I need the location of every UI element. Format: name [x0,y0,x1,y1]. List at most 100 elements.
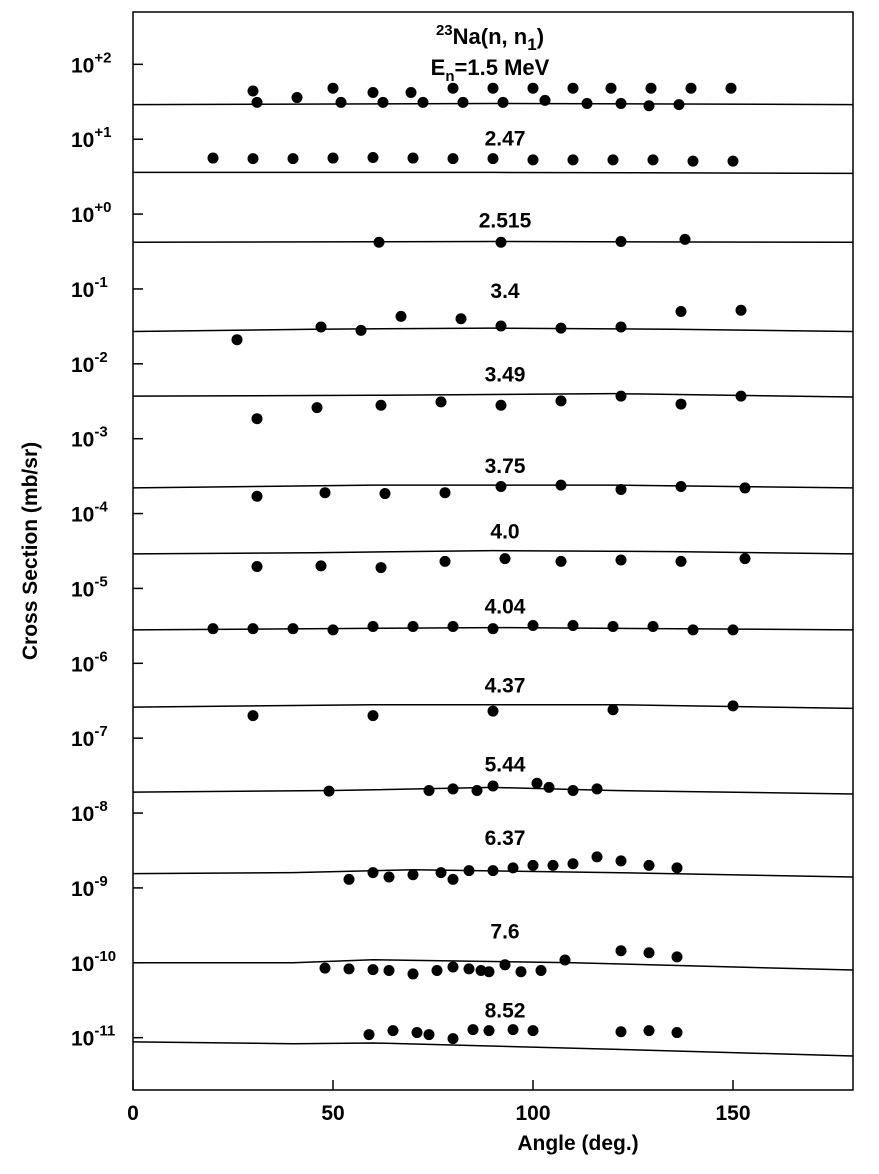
data-point [435,867,447,879]
data-point [527,859,539,871]
data-point [615,554,627,566]
data-point [615,236,627,248]
data-point [483,1025,495,1037]
data-point [495,399,507,411]
data-point [727,155,739,167]
data-point [547,859,559,871]
data-point [495,236,507,248]
data-point [327,152,339,164]
data-point [471,785,483,797]
data-point [615,855,627,867]
fit-curve [132,102,854,106]
y-tick-label: 10-10 [71,948,116,976]
data-point [207,152,219,164]
data-point [555,479,567,491]
data-point [499,959,511,971]
data-point [535,964,547,976]
text-part: 1 [527,35,536,54]
data-point [367,87,379,99]
data-point [605,82,617,94]
data-point [487,705,499,717]
data-point [311,402,323,414]
data-point [735,390,747,402]
data-point [363,1029,375,1041]
data-point [395,310,407,322]
data-point [675,398,687,410]
data-point [567,785,579,797]
text-part: ) [537,24,544,49]
fit-curve [132,1041,854,1057]
data-point [407,621,419,633]
data-point [367,964,379,976]
data-point [447,783,459,795]
data-point [567,82,579,94]
data-point [581,97,593,109]
data-point [383,871,395,883]
data-point [515,966,527,978]
data-point [291,92,303,104]
data-point [287,623,299,635]
data-point [247,85,259,97]
x-tick-label: 150 [715,1102,750,1125]
y-tick-label: 10+2 [71,49,111,77]
data-point [323,785,335,797]
data-point [251,96,263,108]
data-point [559,954,571,966]
data-point [507,862,519,874]
data-point [417,96,429,108]
data-point [319,487,331,499]
data-point [643,859,655,871]
series-label: 4.37 [485,675,526,698]
data-point [615,97,627,109]
data-point [607,621,619,633]
data-point [447,873,459,885]
data-point [495,480,507,492]
fit-curve [132,549,854,555]
data-point [457,96,469,108]
data-point [407,968,419,980]
data-point [327,624,339,636]
data-point [555,322,567,334]
data-point [555,395,567,407]
data-point [727,624,739,636]
series-label: 4.0 [490,521,519,544]
text-part: Na(n, n [453,24,528,49]
data-point [405,87,417,99]
data-point [375,399,387,411]
data-point [431,964,443,976]
text-part: 23 [436,22,453,39]
data-point [643,947,655,959]
data-point [543,781,555,793]
data-point [287,153,299,165]
data-point [483,966,495,978]
data-point [591,783,603,795]
data-point [739,553,751,565]
data-point [607,154,619,166]
series-label: 3.49 [485,364,526,387]
data-point [379,488,391,500]
data-point [739,482,751,494]
x-axis-label: Angle (deg.) [517,1132,638,1155]
data-point [367,710,379,722]
y-tick-label: 10-5 [71,573,108,601]
data-point [447,621,459,633]
series-label: 8.52 [485,1000,526,1023]
series-label: 2.515 [479,209,532,232]
data-point [735,304,747,316]
data-point [247,153,259,165]
data-point [463,865,475,877]
data-point [675,480,687,492]
data-point [407,152,419,164]
series-label: 4.04 [485,595,526,618]
data-point [527,1025,539,1037]
data-point [487,623,499,635]
text-part: E [431,55,446,80]
subtitle-parts: En=1.5 MeV [431,55,550,85]
data-point [643,100,655,112]
data-point [367,151,379,163]
data-point [411,1027,423,1039]
data-point [725,82,737,94]
data-point [647,154,659,166]
data-point [407,869,419,881]
